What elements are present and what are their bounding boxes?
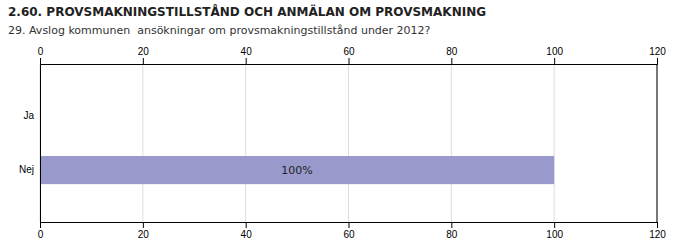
- bars: [40, 156, 554, 184]
- grid-line: [245, 64, 246, 222]
- tick-label: 80: [446, 229, 458, 240]
- tick: 80: [446, 222, 458, 240]
- data-label: 100%: [281, 164, 312, 177]
- tick: 120: [649, 46, 666, 64]
- tick-label: 20: [138, 229, 150, 240]
- tick: 60: [343, 222, 355, 240]
- tick-mark: [143, 58, 144, 64]
- tick: 20: [138, 222, 150, 240]
- grid-line: [348, 64, 349, 222]
- axis-line: [40, 65, 41, 223]
- axis-line: [41, 223, 658, 229]
- frame-line: [657, 64, 658, 222]
- tick: 20: [138, 46, 150, 64]
- tick-mark: [246, 222, 247, 228]
- grid: [40, 64, 657, 222]
- tick-mark: [554, 58, 555, 64]
- bar: [40, 156, 554, 184]
- tick: 0: [38, 46, 44, 64]
- plot: 0 20 40 60 80 100 120 0 20 40 60 80 100 120 Nej Ja 100%: [19, 46, 666, 240]
- tick-label: 100: [546, 46, 563, 57]
- tick-label: 40: [241, 46, 253, 57]
- tick-mark: [554, 222, 555, 228]
- tick-label: 60: [343, 46, 355, 57]
- tick: Nej: [19, 164, 34, 175]
- data-labels: 100%: [281, 164, 312, 177]
- tick-label: 20: [138, 46, 150, 57]
- tick-mark: [143, 222, 144, 228]
- tick-label: 120: [649, 46, 666, 57]
- tick: 40: [241, 222, 253, 240]
- tick-label: 40: [241, 229, 253, 240]
- tick-mark: [349, 222, 350, 228]
- grid-line: [40, 64, 41, 222]
- y-axis: Nej Ja: [19, 65, 41, 223]
- tick: 40: [241, 46, 253, 64]
- tick-mark: [349, 58, 350, 64]
- tick-mark: [40, 58, 41, 64]
- title: 2.60. PROVSMAKNINGSTILLSTÅND OCH ANMÄLAN…: [8, 4, 486, 19]
- tick-label: 80: [446, 46, 458, 57]
- tick-label: 0: [38, 229, 44, 240]
- tick: Ja: [23, 110, 34, 121]
- grid-line: [554, 64, 555, 222]
- grid-line: [142, 64, 143, 222]
- tick-label: 60: [343, 229, 355, 240]
- tick-label: Nej: [19, 164, 34, 175]
- tick: 60: [343, 46, 355, 64]
- tick: 100: [546, 222, 563, 240]
- grid-line: [451, 64, 452, 222]
- axis-line: [41, 58, 658, 65]
- tick-mark: [657, 222, 658, 228]
- subtitle: 29. Avslog kommunen ansökningar om provs…: [8, 24, 431, 37]
- x-axis: 0 20 40 60 80 100 120: [38, 222, 667, 240]
- tick: 0: [38, 222, 44, 240]
- tick-mark: [40, 222, 41, 228]
- tick-label: 100: [546, 229, 563, 240]
- tick-label: 120: [649, 229, 666, 240]
- tick-label: Ja: [23, 110, 34, 121]
- tick: 100: [546, 46, 563, 64]
- chart: 2.60. PROVSMAKNINGSTILLSTÅND OCH ANMÄLAN…: [0, 0, 681, 248]
- grid-line: [657, 64, 658, 222]
- x-axis: 0 20 40 60 80 100 120: [38, 46, 667, 65]
- tick-mark: [657, 58, 658, 64]
- tick-mark: [451, 58, 452, 64]
- tick-mark: [246, 58, 247, 64]
- tick: 120: [649, 222, 666, 240]
- tick: 80: [446, 46, 458, 64]
- tick-mark: [451, 222, 452, 228]
- tick-label: 0: [38, 46, 44, 57]
